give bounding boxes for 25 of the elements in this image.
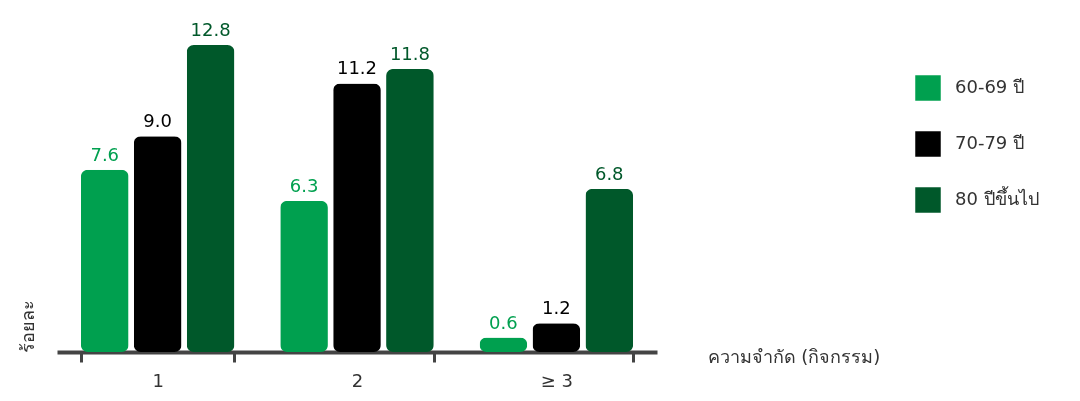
x-axis-title: ความจำกัด (กิจกรรม) (707, 345, 881, 367)
bar (333, 83, 381, 352)
bar (386, 68, 434, 352)
data-label: 12.8 (190, 19, 231, 40)
data-label: 6.8 (594, 162, 624, 184)
data-label: 7.6 (90, 143, 120, 165)
bar (133, 136, 182, 352)
data-label: 11.8 (389, 42, 430, 64)
bar (585, 188, 634, 352)
data-label: 0.6 (489, 311, 518, 333)
bar (280, 200, 328, 352)
data-label: 6.3 (289, 174, 319, 196)
bar (532, 323, 581, 352)
data-label: 11.2 (336, 57, 378, 79)
x-tick-label: ≥ 3 (540, 369, 573, 391)
legend-label: 60-69 ปี (955, 76, 1025, 97)
data-label: 1.2 (542, 297, 571, 319)
legend-label: 80 ปีขึ้นไป (955, 186, 1039, 209)
data-label: 9.0 (143, 110, 172, 132)
bar (186, 45, 235, 352)
y-axis-title: ร้อยละ (16, 299, 38, 353)
legend-label: 70-79 ปี (955, 132, 1025, 153)
bar (80, 169, 129, 352)
x-tick-label: 2 (351, 369, 364, 391)
x-tick-label: 1 (152, 369, 164, 391)
